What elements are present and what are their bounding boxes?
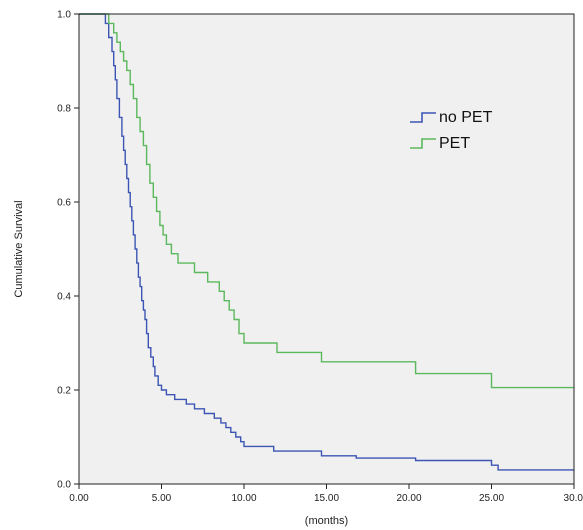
plot-area <box>79 14 574 484</box>
x-tick-label: 15.00 <box>314 493 339 504</box>
y-axis-label: Cumulative Survival <box>13 200 25 297</box>
x-tick-label: 30.0 <box>564 493 583 504</box>
y-tick-label: 0.4 <box>57 292 71 303</box>
legend-label: PET <box>439 135 470 152</box>
legend: no PET PET <box>410 109 493 152</box>
y-tick-label: 0.2 <box>57 386 71 397</box>
series-line-no-pet <box>79 13 574 471</box>
x-axis-label: (months) <box>305 515 348 527</box>
survival-curves <box>79 13 574 471</box>
x-tick-label: 10.00 <box>231 493 256 504</box>
legend-label: no PET <box>439 109 493 126</box>
y-tick-label: 0.6 <box>57 198 71 209</box>
legend-swatch <box>410 138 436 149</box>
y-tick-label: 0.8 <box>57 104 71 115</box>
legend-swatch <box>410 112 436 123</box>
x-tick-label: 0.00 <box>69 493 89 504</box>
x-tick-label: 20.00 <box>396 493 421 504</box>
x-tick-label: 5.00 <box>152 493 172 504</box>
y-axis: 0.0 0.2 0.4 0.6 0.8 1.0 <box>57 10 79 491</box>
series-line-pet <box>79 13 574 389</box>
y-tick-label: 0.0 <box>57 480 71 491</box>
x-tick-label: 25.00 <box>479 493 504 504</box>
x-axis: 0.00 5.00 10.00 15.00 20.00 25.00 30.0 <box>69 484 583 504</box>
y-tick-label: 1.0 <box>57 10 71 21</box>
